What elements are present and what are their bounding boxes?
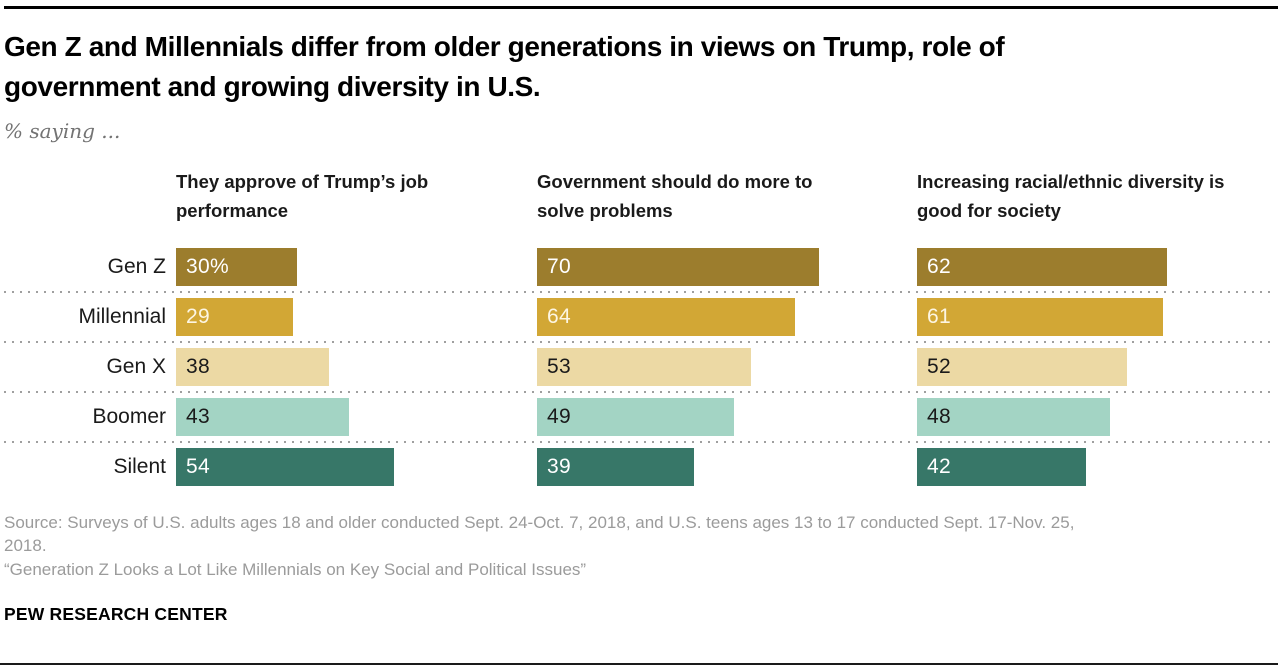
bar-gen-z-government: 70 <box>537 248 820 286</box>
bar-gen-x-government: 53 <box>537 348 751 386</box>
bar-value-label: 38 <box>186 355 210 378</box>
bar-silent-trump: 54 <box>176 448 394 486</box>
bar-value-label: 43 <box>186 405 210 428</box>
dotted-row-divider <box>4 291 1274 293</box>
bottom-border-rule <box>0 663 1278 665</box>
panel-header-government-role: Government should do more to solve probl… <box>537 171 813 221</box>
dotted-row-divider <box>4 391 1274 393</box>
bar-value-label: 49 <box>547 405 571 428</box>
bar-gen-x-trump: 38 <box>176 348 330 386</box>
bar-value-label: 52 <box>927 355 951 378</box>
page-title-line2: government and growing diversity in U.S. <box>4 71 541 102</box>
chart-footer: Source: Surveys of U.S. adults ages 18 a… <box>4 511 1274 625</box>
chart-row-silent: Silent 54 39 42 <box>4 448 1274 486</box>
bar-silent-diversity: 42 <box>917 448 1087 486</box>
chart-row-boomer: Boomer 43 49 48 <box>4 398 1274 436</box>
dotted-row-divider <box>4 441 1274 443</box>
bar-value-label: 30% <box>186 255 229 278</box>
bar-gen-z-diversity: 62 <box>917 248 1167 286</box>
top-border-rule <box>4 6 1278 9</box>
bar-value-label: 70 <box>547 255 571 278</box>
source-note-line2: 2018. <box>4 536 47 555</box>
bar-chart: Gen Z 30% 70 62 Millennial 29 64 61 Gen … <box>4 248 1274 486</box>
chart-page: Gen Z and Millennials differ from older … <box>4 6 1278 625</box>
chart-row-gen-z: Gen Z 30% 70 62 <box>4 248 1274 286</box>
bar-value-label: 53 <box>547 355 571 378</box>
chart-row-gen-x: Gen X 38 53 52 <box>4 348 1274 386</box>
bar-millennial-trump: 29 <box>176 298 293 336</box>
report-title: “Generation Z Looks a Lot Like Millennia… <box>4 560 587 579</box>
chart-row-millennial: Millennial 29 64 61 <box>4 298 1274 336</box>
bar-value-label: 48 <box>927 405 951 428</box>
panel-header-diversity: Increasing racial/ethnic diversity is go… <box>917 171 1225 221</box>
bar-gen-x-diversity: 52 <box>917 348 1127 386</box>
bar-value-label: 64 <box>547 305 571 328</box>
bar-value-label: 54 <box>186 455 210 478</box>
bar-millennial-government: 64 <box>537 298 795 336</box>
row-label-millennial: Millennial <box>78 305 166 328</box>
row-label-gen-z: Gen Z <box>107 255 166 278</box>
dotted-row-divider <box>4 341 1274 343</box>
bar-millennial-diversity: 61 <box>917 298 1163 336</box>
page-title: Gen Z and Millennials differ from older … <box>4 27 1274 107</box>
bar-gen-z-trump: 30% <box>176 248 297 286</box>
bar-value-label: 62 <box>927 255 951 278</box>
row-label-silent: Silent <box>113 455 166 478</box>
bar-silent-government: 39 <box>537 448 695 486</box>
bar-boomer-trump: 43 <box>176 398 350 436</box>
bar-boomer-government: 49 <box>537 398 735 436</box>
bar-value-label: 29 <box>186 305 210 328</box>
page-title-line1: Gen Z and Millennials differ from older … <box>4 31 1005 62</box>
bar-boomer-diversity: 48 <box>917 398 1111 436</box>
chart-subtitle: % saying ... <box>4 119 121 143</box>
panel-headers-row: They approve of Trump’s job performance … <box>4 167 1274 225</box>
row-label-gen-x: Gen X <box>106 355 166 378</box>
panel-header-trump-approval: They approve of Trump’s job performance <box>176 171 429 221</box>
row-label-boomer: Boomer <box>92 405 166 428</box>
source-note-line1: Source: Surveys of U.S. adults ages 18 a… <box>4 513 1075 532</box>
bar-value-label: 61 <box>927 305 951 328</box>
bar-value-label: 42 <box>927 455 951 478</box>
pew-research-center-brand: PEW RESEARCH CENTER <box>4 604 228 624</box>
bar-value-label: 39 <box>547 455 571 478</box>
